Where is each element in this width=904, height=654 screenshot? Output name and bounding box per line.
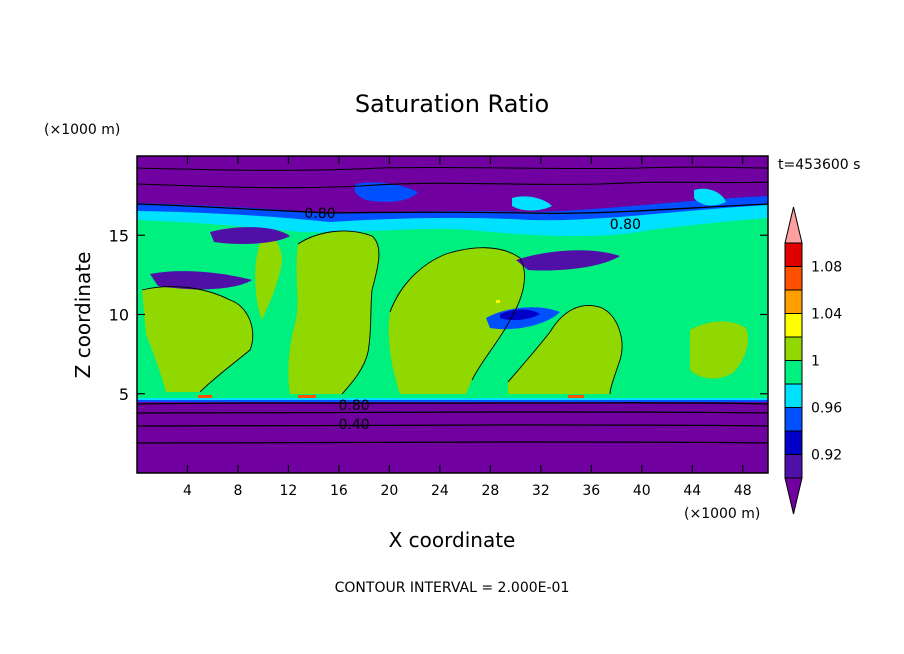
x-tick-label-11: 48: [734, 483, 752, 499]
field-speck-2: [298, 395, 316, 398]
y-tick-label-2: 15: [109, 226, 129, 245]
colorbar-band-7: [784, 313, 803, 338]
x-tick-label-1: 8: [233, 483, 242, 499]
y-tick-label-0: 5: [119, 385, 129, 404]
colorbar-arrow-bottom: [784, 477, 803, 515]
field-cloud-1: [354, 182, 418, 202]
colorbar-band-6: [784, 336, 803, 361]
field-band-1.02-c: [388, 247, 525, 394]
field-lower-band: [137, 397, 768, 473]
field-cloud-6: [516, 250, 620, 271]
x-tick-label-6: 28: [481, 483, 499, 499]
field-cloud-5: [150, 271, 252, 290]
chart-title: Saturation Ratio: [355, 90, 549, 118]
field-band-1.02-e: [255, 232, 282, 320]
contour-field: [137, 156, 768, 473]
colorbar-band-9: [784, 266, 803, 291]
contour-line-lower-4: [137, 441, 768, 444]
x-unit-label: (×1000 m): [684, 506, 760, 522]
field-speck-4: [496, 300, 500, 303]
field-band-1.02-a: [142, 286, 253, 392]
x-tick-label-7: 32: [532, 483, 550, 499]
colorbar-band-3: [784, 407, 803, 432]
field-cloud-2: [512, 196, 552, 211]
contour-line-lower-2: [137, 411, 768, 414]
x-tick-label-10: 44: [683, 483, 701, 499]
colorbar-band-2: [784, 430, 803, 455]
contour-line-0.40: [137, 424, 768, 427]
colorbar-band-5: [784, 360, 803, 385]
field-band-1.02-f: [690, 321, 749, 379]
field-speck-1: [198, 395, 212, 398]
colorbar-label-0: 0.92: [811, 448, 842, 464]
colorbar-label-3: 1.04: [811, 307, 842, 323]
contour-label-1: 0.80: [610, 217, 641, 233]
contour-labels: 0.80 0.80 0.80 0.40: [304, 206, 641, 433]
time-label: t=453600 s: [778, 157, 860, 173]
colorbar-label-4: 1.08: [811, 260, 842, 276]
colorbar-label-1: 0.96: [811, 401, 842, 417]
contour-line-green-a: [141, 286, 254, 393]
x-tick-label-8: 36: [582, 483, 600, 499]
contour-label-2: 0.80: [338, 398, 369, 414]
contour-label-3: 0.40: [338, 417, 369, 433]
x-axis: 4 8 12 16 20 24 28 32 36 40 44 48: [183, 156, 752, 499]
field-band-1.02-b: [288, 230, 379, 394]
contour-interval-footer: CONTOUR INTERVAL = 2.000E-01: [335, 580, 570, 596]
x-axis-label: X coordinate: [389, 528, 516, 552]
contour-line-green-d: [507, 305, 623, 395]
colorbar-band-1: [784, 454, 803, 479]
x-tick-label-5: 24: [431, 483, 449, 499]
colorbar-label-2: 1: [811, 354, 820, 370]
contour-line-0.80-lower: [137, 402, 768, 405]
x-tick-label-0: 4: [183, 483, 192, 499]
y-tick-label-1: 10: [109, 306, 129, 325]
contour-line-upper-3: [137, 166, 768, 171]
y-axis: 5 10 15: [109, 226, 768, 404]
x-tick-label-4: 20: [380, 483, 398, 499]
field-cloud-4: [210, 227, 290, 244]
contour-line-0.80-upper: [137, 203, 768, 215]
field-cloud-8: [500, 309, 540, 321]
contour-line-upper-2: [137, 181, 768, 189]
field-band-1.02-d: [508, 305, 622, 394]
x-tick-label-9: 40: [633, 483, 651, 499]
colorbar: 0.92 0.96 1 1.04 1.08: [784, 206, 842, 515]
colorbar-band-8: [784, 289, 803, 314]
x-tick-label-3: 16: [330, 483, 348, 499]
field-speck-3: [568, 395, 584, 398]
field-cloud-3: [694, 188, 726, 206]
contour-line-green-c: [389, 247, 525, 381]
contour-line-green-b: [297, 230, 380, 395]
colorbar-band-10: [784, 242, 803, 267]
x-tick-label-2: 12: [280, 483, 298, 499]
y-axis-label: Z coordinate: [71, 252, 95, 379]
colorbar-arrow-top: [784, 206, 803, 244]
contour-label-0: 0.80: [304, 206, 335, 222]
colorbar-band-4: [784, 383, 803, 408]
y-unit-label: (×1000 m): [44, 122, 120, 138]
